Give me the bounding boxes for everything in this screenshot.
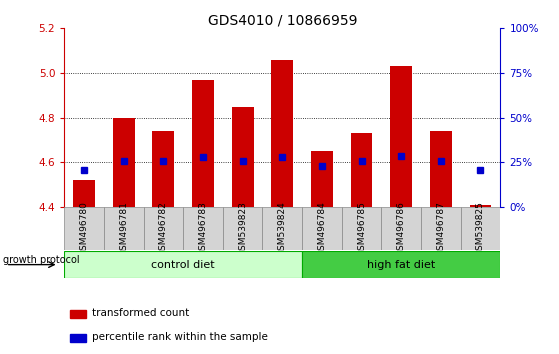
Bar xyxy=(350,133,372,207)
Bar xyxy=(381,207,421,250)
Text: GSM496787: GSM496787 xyxy=(437,201,446,256)
Text: GSM496784: GSM496784 xyxy=(318,201,326,256)
Text: transformed count: transformed count xyxy=(92,308,189,318)
Bar xyxy=(70,310,86,318)
Bar xyxy=(311,151,333,207)
Text: GSM539824: GSM539824 xyxy=(278,201,287,256)
Bar xyxy=(144,207,183,250)
Bar xyxy=(461,207,500,250)
Bar xyxy=(272,59,293,207)
Bar xyxy=(104,207,144,250)
Text: GSM496782: GSM496782 xyxy=(159,201,168,256)
Bar xyxy=(192,80,214,207)
Bar xyxy=(153,131,174,207)
Bar xyxy=(263,207,302,250)
Bar xyxy=(302,207,342,250)
Text: high fat diet: high fat diet xyxy=(367,259,435,270)
Text: control diet: control diet xyxy=(151,259,215,270)
Bar xyxy=(113,118,135,207)
Bar xyxy=(183,207,223,250)
Bar xyxy=(64,251,302,278)
Text: GSM539825: GSM539825 xyxy=(476,201,485,256)
Text: GSM496783: GSM496783 xyxy=(198,201,207,256)
Bar xyxy=(470,205,491,207)
Text: GSM496781: GSM496781 xyxy=(119,201,128,256)
Bar xyxy=(390,66,412,207)
Bar xyxy=(73,180,95,207)
Text: GSM496786: GSM496786 xyxy=(397,201,406,256)
Bar xyxy=(302,251,500,278)
Bar xyxy=(64,207,104,250)
Bar xyxy=(430,131,452,207)
Text: GSM496785: GSM496785 xyxy=(357,201,366,256)
Text: GSM539823: GSM539823 xyxy=(238,201,247,256)
Bar xyxy=(342,207,381,250)
Bar xyxy=(223,207,263,250)
Bar xyxy=(70,334,86,342)
Bar xyxy=(232,107,254,207)
Bar xyxy=(421,207,461,250)
Title: GDS4010 / 10866959: GDS4010 / 10866959 xyxy=(207,13,357,27)
Text: growth protocol: growth protocol xyxy=(3,255,79,265)
Text: GSM496780: GSM496780 xyxy=(79,201,89,256)
Text: percentile rank within the sample: percentile rank within the sample xyxy=(92,332,268,342)
